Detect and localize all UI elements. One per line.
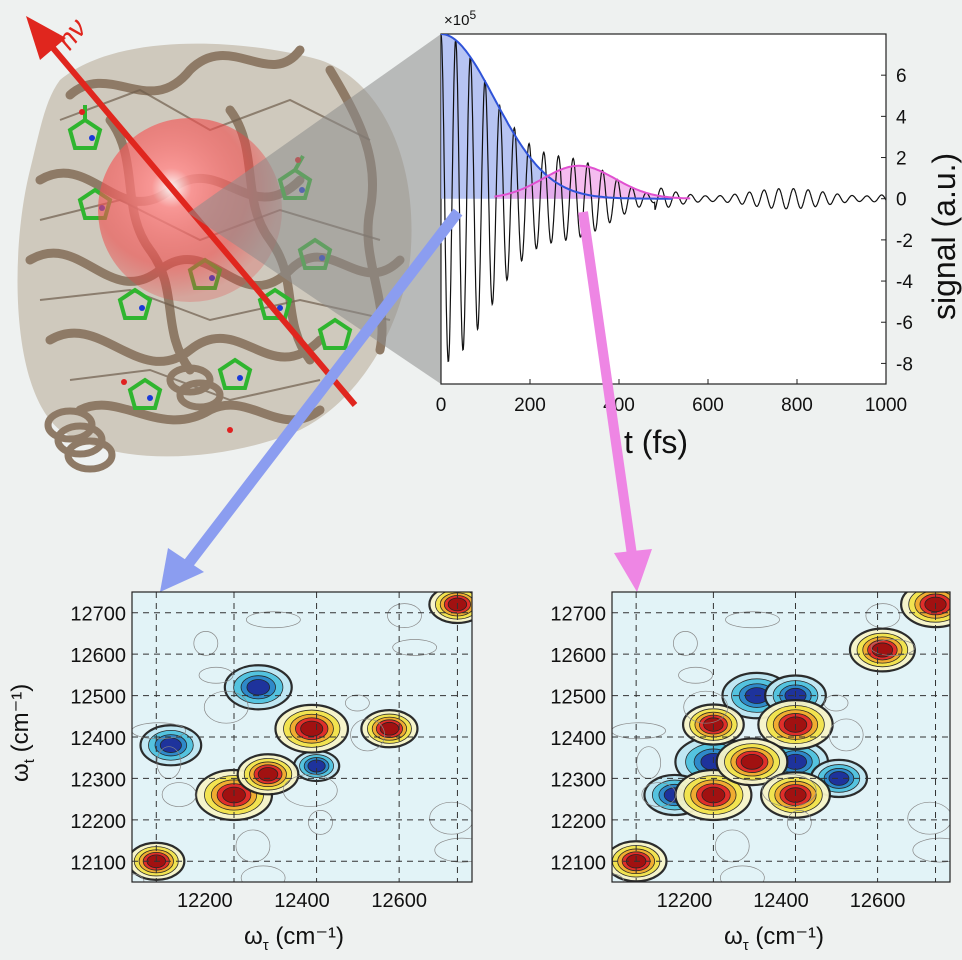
spectrum-x-tick-label: 12400 (753, 890, 809, 912)
y-tick-label: 4 (896, 107, 907, 128)
contour-line (392, 639, 438, 656)
y-tick-label: -4 (896, 272, 913, 293)
contour-line (308, 809, 333, 835)
contour-peak (871, 642, 894, 658)
pink-envelope-line (494, 164, 691, 200)
omega-tau-axis-title-left: ωτ (cm⁻¹) (244, 923, 344, 954)
omega-tau-axis-title-right: ωτ (cm⁻¹) (724, 923, 824, 954)
spectrum-x-tick-label: 12600 (850, 890, 906, 912)
spectrum-y-tick-label: 12700 (70, 604, 126, 626)
pink-arrow (578, 211, 637, 556)
blue-envelope-line (441, 34, 673, 200)
contour-line (870, 639, 916, 656)
contour-line (720, 865, 765, 882)
contour-line (161, 782, 197, 807)
time-axis-title: t (fs) (624, 424, 688, 460)
photon-arrowhead (26, 16, 66, 60)
contour-line (683, 690, 729, 724)
contour-line (612, 722, 666, 740)
contour-peak (257, 767, 279, 782)
contour-line (132, 722, 187, 740)
omega-t-axis-title: ωt (cm⁻¹) (7, 683, 38, 782)
zoom-cone (188, 34, 441, 384)
contour-line (429, 801, 472, 835)
y-tick-label: -2 (896, 231, 913, 252)
spectrum-right-map (612, 592, 950, 882)
spectrum-x-tick-label: 12600 (371, 890, 427, 912)
contour-line (198, 666, 234, 684)
pink-arrowhead (614, 549, 652, 592)
spectrum-y-tick-label: 12500 (550, 687, 606, 709)
x-tick-label: 200 (514, 395, 546, 416)
spectrum-x-tick-label: 12400 (274, 890, 330, 912)
contour-peak (300, 720, 324, 737)
spectrum-x-tick-label: 12200 (177, 890, 233, 912)
blue-arrowhead (160, 548, 204, 592)
spectrum-y-tick-label: 12500 (70, 687, 126, 709)
contour-line (193, 631, 219, 656)
spectrum-y-tick-label: 12200 (550, 811, 606, 833)
contour-line (203, 690, 249, 724)
contour-line (350, 718, 385, 752)
signal-axis-title: signal (a.u.) (926, 152, 962, 320)
spectrum-y-tick-label: 12600 (70, 645, 126, 667)
contour-line (387, 603, 422, 628)
contour-line (235, 829, 271, 863)
x-tick-label: 1000 (865, 395, 907, 416)
contour-line (245, 611, 301, 629)
signal-trace (441, 34, 886, 363)
contour-line (714, 829, 750, 863)
spectrum-y-tick-label: 12400 (70, 728, 126, 750)
contour-line (786, 809, 812, 835)
spectrum-y-tick-label: 12400 (550, 728, 606, 750)
spectrum-y-tick-label: 12300 (550, 769, 606, 791)
x-tick-label: 800 (781, 395, 813, 416)
contour-line (912, 837, 950, 863)
contour-line (865, 603, 901, 628)
spectrum-y-tick-label: 12700 (550, 604, 606, 626)
pink-envelope-area (494, 165, 691, 199)
spectrum-y-tick-label: 12100 (70, 852, 126, 874)
contour-peak (159, 737, 182, 753)
y-tick-label: 0 (896, 190, 907, 211)
contour-line (673, 631, 698, 656)
contour-line (240, 865, 286, 882)
contour-line (434, 837, 472, 863)
spectrum-left-map (132, 592, 472, 882)
contour-line (823, 694, 849, 712)
contour-peak (740, 753, 764, 770)
contour-peak (246, 679, 271, 696)
contour-line (282, 774, 338, 807)
spectrum-y-tick-label: 12100 (550, 852, 606, 874)
contour-line (828, 718, 864, 752)
y-tick-label: 6 (896, 66, 907, 87)
blue-envelope-area (441, 34, 673, 199)
y-tick-label: -8 (896, 354, 913, 375)
x-tick-label: 600 (692, 395, 724, 416)
y-tick-label: 2 (896, 149, 907, 170)
x-tick-label: 0 (436, 395, 447, 416)
spectrum-y-tick-label: 12600 (550, 645, 606, 667)
contour-line (761, 774, 817, 807)
multiplier-label: ×105 (444, 8, 477, 29)
spectra-tick-labels: 12200 12400 12600 12700 12600 12500 12400 12300… (70, 604, 905, 912)
spectrum-y-tick-label: 12200 (70, 811, 126, 833)
contour-line (907, 801, 950, 835)
contour-line (725, 611, 780, 629)
contour-line (678, 666, 713, 684)
spectrum-x-tick-label: 12200 (657, 890, 713, 912)
blue-arrow (180, 208, 463, 572)
y-tick-label: -6 (896, 313, 913, 334)
signal-plot-frame (440, 33, 887, 385)
spectrum-y-tick-label: 12300 (70, 769, 126, 791)
contour-line (641, 782, 677, 807)
contour-line (345, 694, 370, 712)
